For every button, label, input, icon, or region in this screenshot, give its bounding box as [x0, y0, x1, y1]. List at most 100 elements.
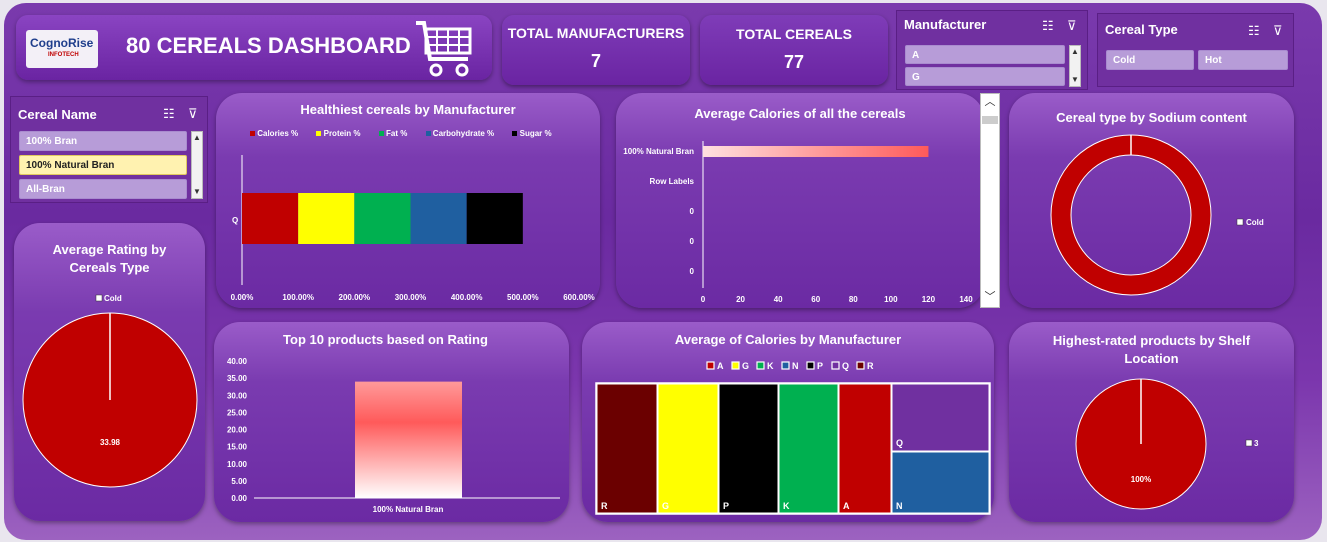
- clear-filter-icon[interactable]: ⊽: [1067, 18, 1077, 33]
- cereal-type-item-cold[interactable]: Cold: [1106, 50, 1194, 70]
- legend-carbs-swatch: [425, 131, 431, 136]
- manufacturer-slicer[interactable]: Manufacturer ☷ ⊽ A G ▲ ▼: [896, 10, 1088, 90]
- treemap-border: [595, 382, 991, 515]
- treemap-legend-label: R: [867, 361, 874, 371]
- avg-rating-chart-card: Average Rating by Cereals Type Cold 33.9…: [14, 223, 205, 521]
- treemap-tile: [891, 383, 990, 452]
- top10-y-tick: 25.00: [227, 408, 248, 417]
- top10-y-tick: 0.00: [231, 494, 247, 503]
- cereal-name-scrollbar[interactable]: ▲ ▼: [191, 131, 203, 199]
- scroll-down-icon[interactable]: ▼: [1071, 75, 1079, 84]
- healthiest-chart-title: Healthiest cereals by Manufacturer: [300, 102, 516, 117]
- logo-subtext: INFOTECH: [48, 52, 79, 58]
- top10-bar: [355, 381, 462, 498]
- avgcal-x-tick: 0: [701, 295, 706, 304]
- treemap-legend-swatch: [731, 361, 740, 370]
- healthiest-bar-segment: [466, 193, 523, 244]
- scroll-down-icon[interactable]: ﹀: [984, 291, 996, 303]
- avgcal-x-tick: 20: [736, 295, 745, 304]
- avgcal-category-label: 0: [690, 207, 695, 216]
- legend-calories: Calories %: [257, 129, 299, 138]
- shelf-pie: 100% 3: [1075, 378, 1259, 510]
- manufacturer-scrollbar[interactable]: ▲ ▼: [1069, 45, 1081, 87]
- avgcal-category-label: 0: [690, 237, 695, 246]
- clear-filter-icon[interactable]: ⊽: [1273, 23, 1283, 38]
- sodium-legend-cold: Cold: [1246, 218, 1264, 227]
- treemap-legend-swatch: [856, 361, 865, 370]
- treemap-tile-label: Q: [896, 438, 903, 448]
- page-title: 80 CEREALS DASHBOARD: [126, 33, 411, 58]
- avg-calories-scrollbar[interactable]: ︿ ﹀: [980, 93, 1000, 308]
- treemap-tile: [891, 451, 990, 514]
- avgcal-category-label: Row Labels: [650, 177, 695, 186]
- avg-rating-legend-cold: Cold: [104, 294, 122, 303]
- manufacturer-item-g[interactable]: G: [905, 67, 1065, 86]
- sodium-chart-card: Cereal type by Sodium content Cold: [1009, 93, 1294, 308]
- manufacturer-slicer-title: Manufacturer: [904, 17, 987, 32]
- cereal-name-slicer-title: Cereal Name: [18, 107, 97, 122]
- healthiest-legend: Calories % Protein % Fat % Carbohydrate …: [250, 129, 590, 138]
- avgcal-x-tick: 120: [922, 295, 936, 304]
- treemap-tile-label: R: [601, 501, 608, 511]
- treemap-legend-swatch: [706, 361, 715, 370]
- healthiest-category-label: Q: [232, 216, 238, 225]
- kpi-cereals-label: TOTAL CEREALS: [736, 26, 852, 42]
- cereal-name-item[interactable]: All-Bran: [19, 179, 187, 199]
- avgcal-x-tick: 80: [849, 295, 858, 304]
- top10-chart-card: Top 10 products based on Rating 40.00 35.…: [214, 322, 569, 522]
- cereal-name-item[interactable]: 100% Bran: [19, 131, 187, 151]
- treemap-tile: [596, 383, 658, 514]
- avg-rating-legend-swatch: [95, 294, 103, 302]
- treemap-tile-label: N: [896, 501, 903, 511]
- manufacturer-item-a[interactable]: A: [905, 45, 1065, 64]
- treemap-legend-label: G: [742, 361, 749, 371]
- avgcal-category-label: 100% Natural Bran: [623, 147, 694, 156]
- cereal-name-item-selected[interactable]: 100% Natural Bran: [19, 155, 187, 175]
- treemap-legend-label: N: [792, 361, 799, 371]
- legend-protein: Protein %: [323, 129, 361, 138]
- sodium-donut: Cold: [1050, 134, 1264, 296]
- shelf-chart-title: Highest-rated products by Shelf Location: [1052, 333, 1251, 366]
- cereal-type-item-hot[interactable]: Hot: [1198, 50, 1288, 70]
- cereal-name-slicer[interactable]: Cereal Name ☷ ⊽ 100% Bran 100% Natural B…: [10, 96, 208, 203]
- healthiest-bar-segment: [242, 193, 299, 244]
- kpi-total-manufacturers: TOTAL MANUFACTURERS 7: [502, 15, 690, 85]
- shelf-data-label: 100%: [1131, 475, 1151, 484]
- healthiest-x-tick: 500.00%: [507, 293, 539, 302]
- multi-select-icon[interactable]: ☷: [163, 106, 175, 121]
- multi-select-icon[interactable]: ☷: [1042, 18, 1054, 33]
- avg-rating-data-label: 33.98: [100, 438, 121, 447]
- scroll-up-icon[interactable]: ▲: [193, 133, 201, 142]
- shelf-chart-card: Highest-rated products by Shelf Location…: [1009, 322, 1294, 522]
- healthiest-x-tick: 600.00%: [563, 293, 595, 302]
- scroll-up-icon[interactable]: ▲: [1071, 47, 1079, 56]
- treemap-legend-label: K: [767, 361, 774, 371]
- treemap-tile: [778, 383, 839, 514]
- healthiest-chart-card: Healthiest cereals by Manufacturer Calor…: [216, 93, 600, 308]
- legend-fat-swatch: [378, 131, 384, 136]
- scroll-down-icon[interactable]: ▼: [193, 187, 201, 196]
- healthiest-x-tick: 200.00%: [339, 293, 371, 302]
- clear-filter-icon[interactable]: ⊽: [188, 106, 198, 121]
- top10-y-tick: 40.00: [227, 357, 248, 366]
- header-banner: CognoRise INFOTECH 80 CEREALS DASHBOARD: [16, 15, 492, 80]
- sodium-chart-title: Cereal type by Sodium content: [1056, 110, 1247, 125]
- avg-calories-chart-title: Average Calories of all the cereals: [694, 106, 906, 121]
- treemap-tile-label: A: [843, 501, 850, 511]
- treemap-legend-label: Q: [842, 361, 849, 371]
- treemap-tile: [718, 383, 779, 514]
- avg-calories-plot: 100% Natural Bran Row Labels 0 0 0 0 20 40 60 80 1…: [623, 141, 973, 304]
- top10-y-tick: 10.00: [227, 460, 248, 469]
- scroll-up-icon[interactable]: ︿: [984, 96, 996, 108]
- cereal-type-slicer[interactable]: Cereal Type ☷ ⊽ Cold Hot: [1097, 13, 1294, 87]
- company-logo: CognoRise INFOTECH: [26, 30, 98, 68]
- treemap-tile-label: G: [662, 501, 669, 511]
- multi-select-icon[interactable]: ☷: [1248, 23, 1260, 38]
- dashboard: CognoRise INFOTECH 80 CEREALS DASHBOARD …: [4, 3, 1322, 540]
- treemap-tile: [838, 383, 892, 514]
- legend-sugar-swatch: [512, 131, 518, 136]
- scroll-thumb[interactable]: [982, 116, 998, 124]
- avg-calories-chart-card: Average Calories of all the cereals 100%…: [616, 93, 984, 308]
- top10-category-label: 100% Natural Bran: [373, 505, 444, 514]
- sodium-slice-outline-inner: [1070, 154, 1192, 276]
